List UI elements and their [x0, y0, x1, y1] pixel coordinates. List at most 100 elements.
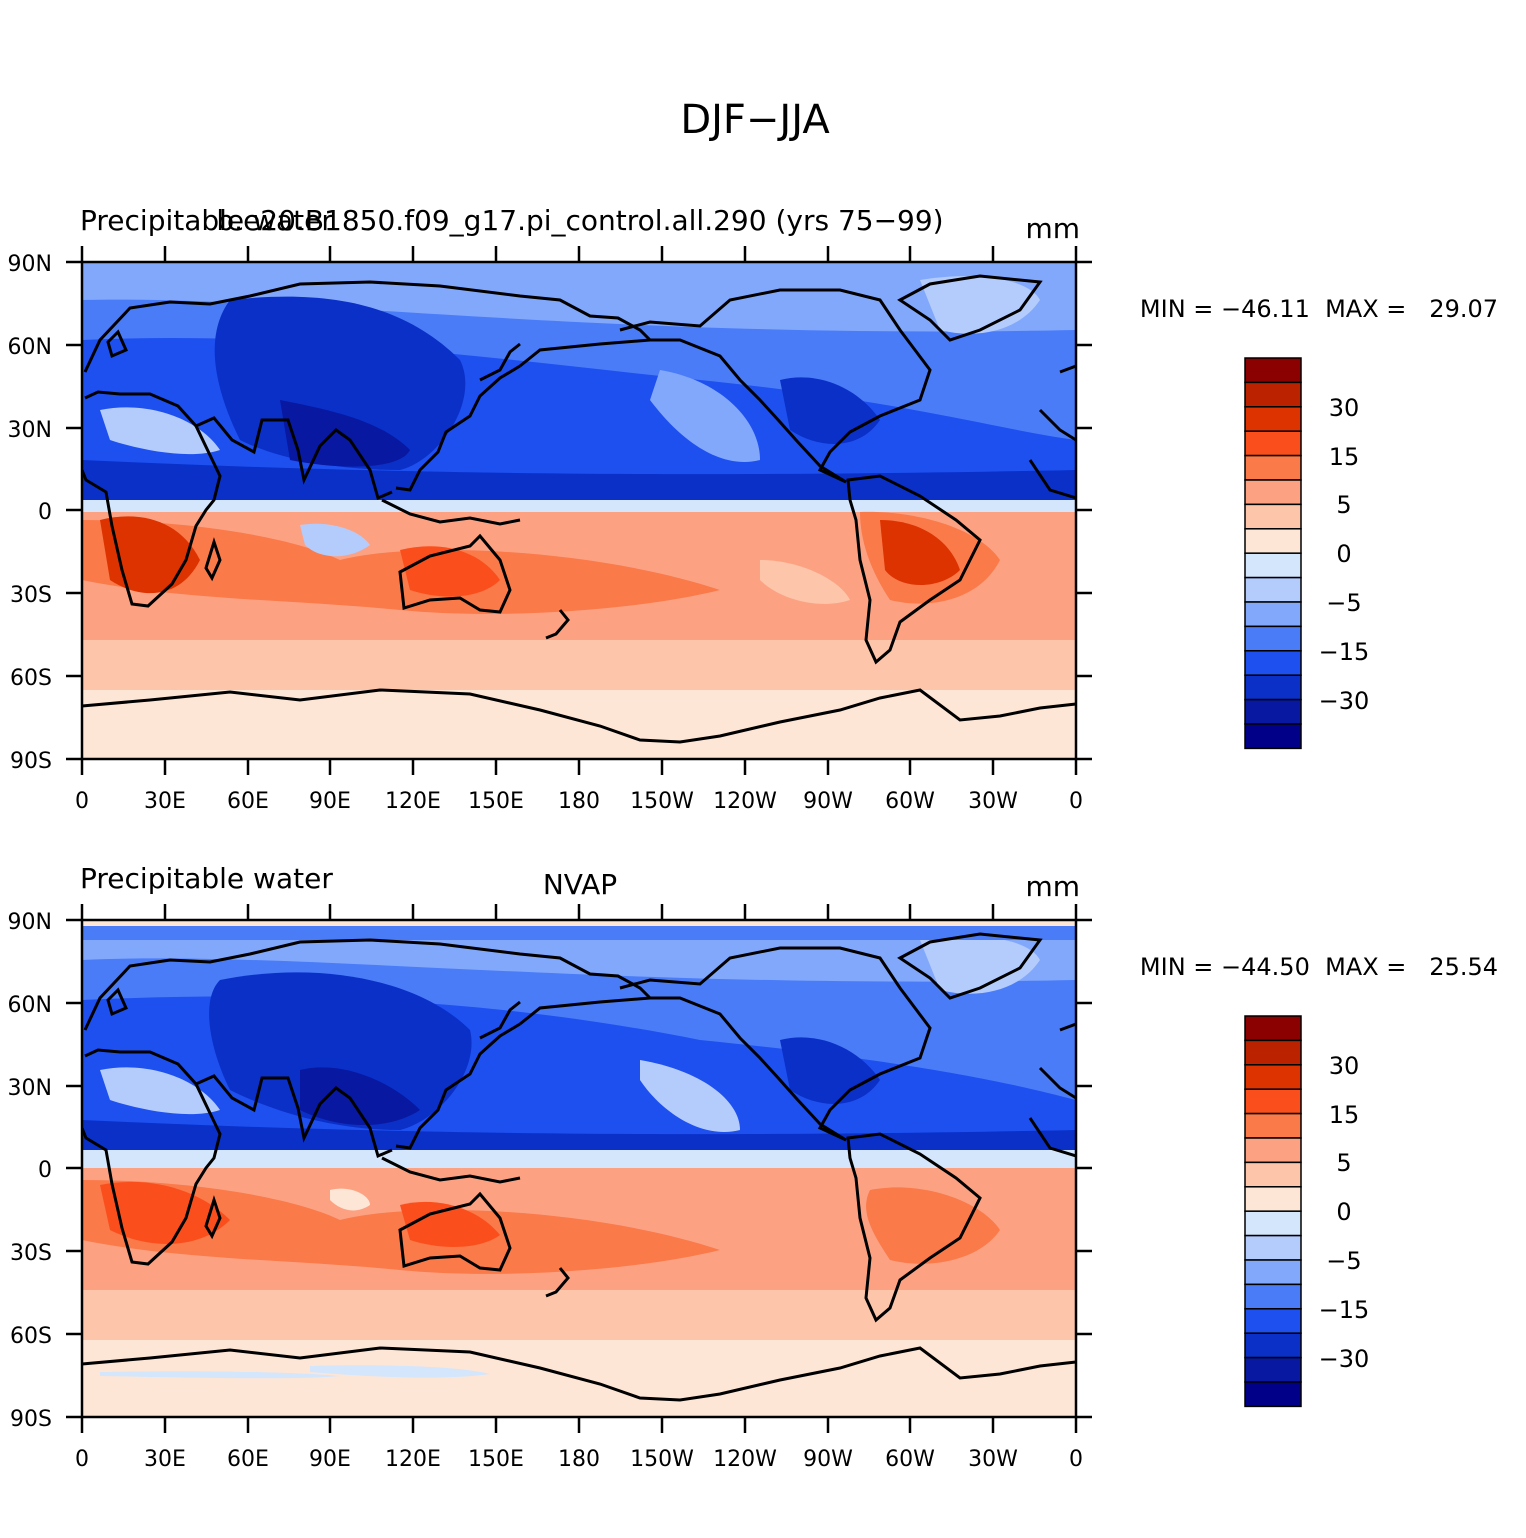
colorbar-swatch [1244, 1308, 1302, 1334]
colorbar-swatch [1244, 674, 1302, 701]
colorbar-label: 5 [1336, 1149, 1351, 1177]
lon-label: 60E [227, 1447, 269, 1472]
lon-label: 30W [968, 1447, 1018, 1472]
lon-label: 60W [885, 1447, 935, 1472]
colorbar: 30 15 5 0 −5 −15 −30 [1244, 1015, 1370, 1408]
lon-label: 150E [468, 789, 524, 814]
colorbar-label: −5 [1326, 1247, 1361, 1275]
lon-label: 60W [885, 789, 935, 814]
colorbar-label: 5 [1336, 491, 1351, 519]
colorbar-swatch [1244, 1234, 1302, 1261]
lat-label: 30N [8, 1076, 52, 1101]
colorbar-swatch [1244, 1161, 1302, 1188]
colorbar-swatch [1244, 1356, 1302, 1383]
colorbar-swatch [1244, 406, 1302, 432]
lon-label: 150E [468, 1447, 524, 1472]
map-field [82, 262, 1076, 759]
panel-units: mm [1025, 212, 1080, 245]
lon-label: 180 [558, 1447, 600, 1472]
colorbar-label: 30 [1329, 1052, 1360, 1080]
lon-label: 150W [630, 789, 694, 814]
lon-label: 90W [803, 1447, 853, 1472]
colorbar-swatch [1244, 454, 1302, 481]
colorbar-label: −15 [1319, 638, 1370, 666]
lon-label: 120E [385, 1447, 441, 1472]
colorbar-swatch [1244, 1259, 1302, 1286]
lon-label: 30E [144, 789, 186, 814]
colorbar-label: −30 [1319, 687, 1370, 715]
panel-left-title: Precipitable water [80, 862, 333, 895]
colorbar-swatch [1244, 1210, 1302, 1237]
lon-label: 0 [1069, 789, 1083, 814]
colorbar-swatch [1244, 601, 1302, 628]
colorbar-swatch [1244, 625, 1302, 652]
lat-label: 0 [38, 500, 52, 525]
panel-center-title: NVAP [543, 868, 617, 901]
colorbar-swatch [1244, 1283, 1302, 1310]
lat-label: 30S [10, 583, 52, 608]
colorbar-swatch [1244, 357, 1302, 384]
lon-label: 0 [75, 789, 89, 814]
colorbar-swatch [1244, 1015, 1302, 1042]
colorbar-swatch [1244, 698, 1302, 725]
lon-label: 90E [309, 1447, 351, 1472]
lon-label: 90W [803, 789, 853, 814]
lat-label: 60S [10, 666, 52, 691]
colorbar-swatch [1244, 479, 1302, 506]
colorbar-swatch [1244, 1137, 1302, 1164]
lon-label: 120W [713, 1447, 777, 1472]
colorbar-label: 0 [1336, 1198, 1351, 1226]
colorbar-label: 15 [1329, 443, 1360, 471]
colorbar-label: −5 [1326, 589, 1361, 617]
lon-label: 120W [713, 789, 777, 814]
lon-label: 0 [1069, 1447, 1083, 1472]
lon-label: 150W [630, 1447, 694, 1472]
lat-label: 0 [38, 1158, 52, 1183]
colorbar-label: 30 [1329, 394, 1360, 422]
panel-observed: Precipitable water NVAP mm [8, 862, 1498, 1472]
colorbar-swatch [1244, 528, 1302, 554]
panel-left-title: Precipitable water [80, 204, 333, 237]
lon-label: 90E [309, 789, 351, 814]
colorbar-swatch [1244, 650, 1302, 676]
lon-label: 30W [968, 789, 1018, 814]
lat-axis [66, 260, 1092, 761]
min-max-readout: MIN = −44.50 MAX = 25.54 [1140, 953, 1498, 981]
lat-label: 90S [10, 749, 52, 774]
colorbar-label: −15 [1319, 1296, 1370, 1324]
lat-label: 90N [8, 910, 52, 935]
lat-label: 30N [8, 418, 52, 443]
lon-label: 30E [144, 1447, 186, 1472]
lat-label: 60N [8, 335, 52, 360]
min-max-readout: MIN = −46.11 MAX = 29.07 [1140, 295, 1498, 323]
colorbar-swatch [1244, 576, 1302, 603]
lat-label: 60S [10, 1324, 52, 1349]
colorbar-swatch [1244, 1064, 1302, 1090]
colorbar-swatch [1244, 1381, 1302, 1408]
colorbar: 30 15 5 0 −5 −15 −30 [1244, 357, 1370, 750]
colorbar-swatch [1244, 503, 1302, 530]
lon-label: 120E [385, 789, 441, 814]
panel-center-title: b.e20.B1850.f09_g17.pi_control.all.290 (… [216, 204, 943, 237]
panel-model: Precipitable water b.e20.B1850.f09_g17.p… [8, 204, 1498, 814]
panel-units: mm [1025, 870, 1080, 903]
lat-label: 90N [8, 252, 52, 277]
lat-label: 60N [8, 993, 52, 1018]
lat-label: 90S [10, 1407, 52, 1432]
lon-axis [80, 246, 1078, 775]
lat-label: 30S [10, 1241, 52, 1266]
colorbar-swatch [1244, 1186, 1302, 1212]
colorbar-swatch [1244, 430, 1302, 457]
lon-axis [80, 904, 1078, 1433]
colorbar-swatch [1244, 552, 1302, 579]
colorbar-swatch [1244, 1088, 1302, 1115]
colorbar-swatch [1244, 723, 1302, 750]
colorbar-swatch [1244, 1332, 1302, 1359]
colorbar-label: −30 [1319, 1345, 1370, 1373]
colorbar-swatch [1244, 381, 1302, 408]
colorbar-label: 15 [1329, 1101, 1360, 1129]
colorbar-label: 0 [1336, 540, 1351, 568]
figure-title: DJF−JJA [680, 97, 830, 143]
lon-label: 0 [75, 1447, 89, 1472]
